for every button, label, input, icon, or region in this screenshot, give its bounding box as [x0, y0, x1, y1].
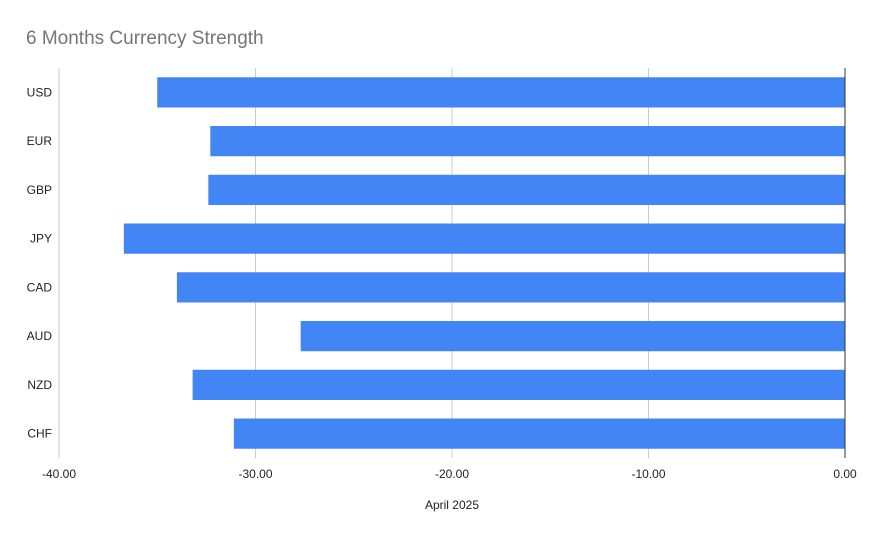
x-tick-label: -20.00 — [435, 467, 469, 481]
y-tick-label: USD — [27, 85, 53, 99]
y-tick-label: AUD — [27, 329, 53, 343]
chart-title: 6 Months Currency Strength — [26, 28, 264, 49]
bar-jpy — [123, 223, 846, 254]
bar-chf — [233, 418, 845, 449]
y-tick-label: CHF — [27, 427, 52, 441]
x-tick-label: -40.00 — [42, 467, 76, 481]
y-tick-label: CAD — [27, 280, 53, 294]
x-axis-title: April 2025 — [425, 498, 479, 512]
x-tick-label: -30.00 — [238, 467, 272, 481]
bar-cad — [176, 272, 845, 303]
x-tick-label: 0.00 — [833, 467, 857, 481]
bar-gbp — [208, 174, 846, 205]
bar-aud — [300, 321, 845, 352]
y-tick-label: GBP — [27, 183, 52, 197]
x-tick-label: -10.00 — [631, 467, 665, 481]
y-tick-label: JPY — [30, 232, 52, 246]
bar-usd — [157, 77, 845, 108]
y-tick-label: NZD — [27, 378, 52, 392]
y-tick-label: EUR — [27, 134, 53, 148]
bar-nzd — [192, 369, 845, 400]
bar-eur — [210, 126, 845, 157]
